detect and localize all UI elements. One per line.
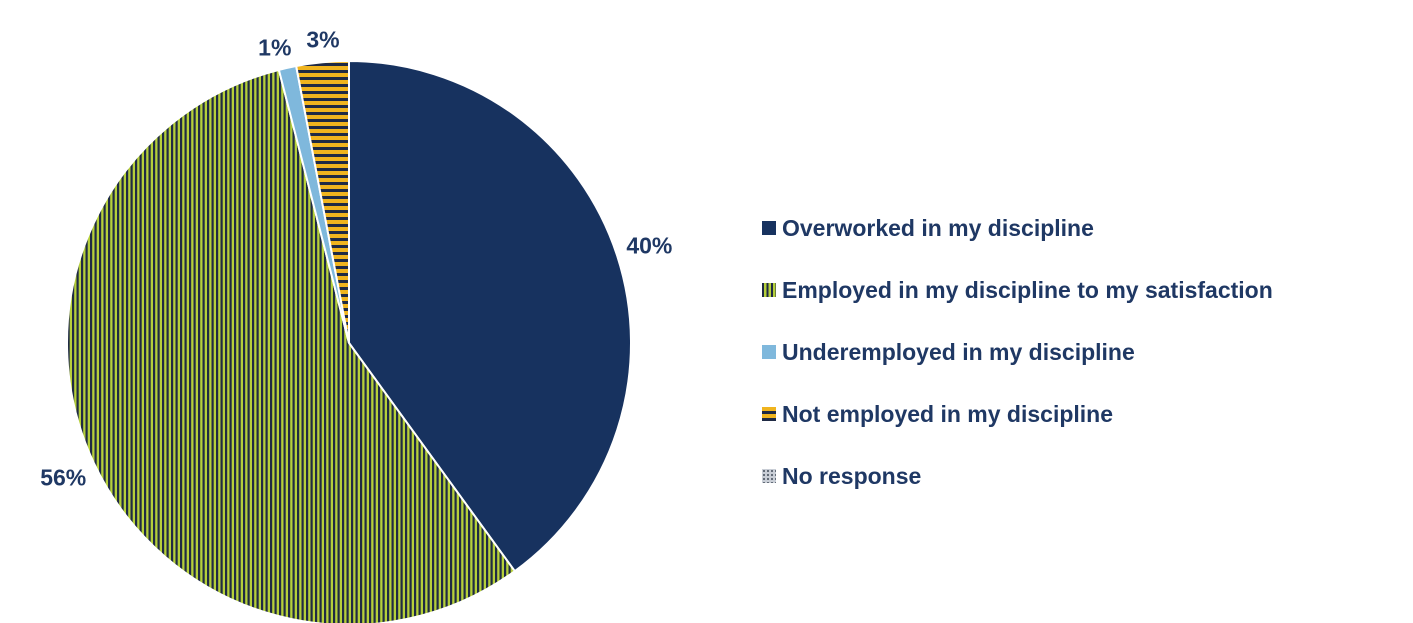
legend-swatch-no-response: [762, 469, 776, 483]
pie-slice-overworked-in-my-discipline: [348, 59, 632, 573]
data-label-overworked-in-my-discipline: 40%: [626, 232, 672, 258]
pie-data-labels: 40% 56% 1% 3%: [40, 27, 672, 491]
legend: Overworked in my discipline Employed in m…: [762, 197, 1273, 507]
legend-swatch-not-employed-in-my-discipline: [762, 407, 776, 421]
legend-label: Underemployed in my discipline: [782, 338, 1135, 365]
legend-swatch-underemployed-in-my-discipline: [762, 345, 776, 359]
legend-label: Overworked in my discipline: [782, 214, 1094, 241]
legend-item-overworked-in-my-discipline: Overworked in my discipline: [762, 197, 1273, 259]
legend-item-no-response: No response: [762, 445, 1273, 507]
legend-item-employed-in-my-discipline-to-my-satisfaction: Employed in my discipline to my satisfac…: [762, 259, 1273, 321]
data-label-underemployed-in-my-discipline: 1%: [258, 35, 291, 61]
legend-label: Not employed in my discipline: [782, 400, 1114, 427]
pie-slice-not-employed-in-my-discipline: [294, 59, 350, 344]
data-label-employed-in-my-discipline-to-my-satisfaction: 56%: [40, 464, 86, 490]
legend-swatch-overworked-in-my-discipline: [762, 221, 776, 235]
legend-item-underemployed-in-my-discipline: Underemployed in my discipline: [762, 321, 1273, 383]
legend-label: Employed in my discipline to my satisfac…: [782, 276, 1273, 303]
pie-slice-employed-in-my-discipline-to-my-satisfaction: [66, 68, 517, 623]
legend-swatch-employed-in-my-discipline-to-my-satisfaction: [762, 283, 776, 297]
legend-label: No response: [782, 462, 922, 489]
legend-item-not-employed-in-my-discipline: Not employed in my discipline: [762, 383, 1273, 445]
pie-slices: [66, 59, 632, 623]
data-label-not-employed-in-my-discipline: 3%: [306, 27, 339, 53]
